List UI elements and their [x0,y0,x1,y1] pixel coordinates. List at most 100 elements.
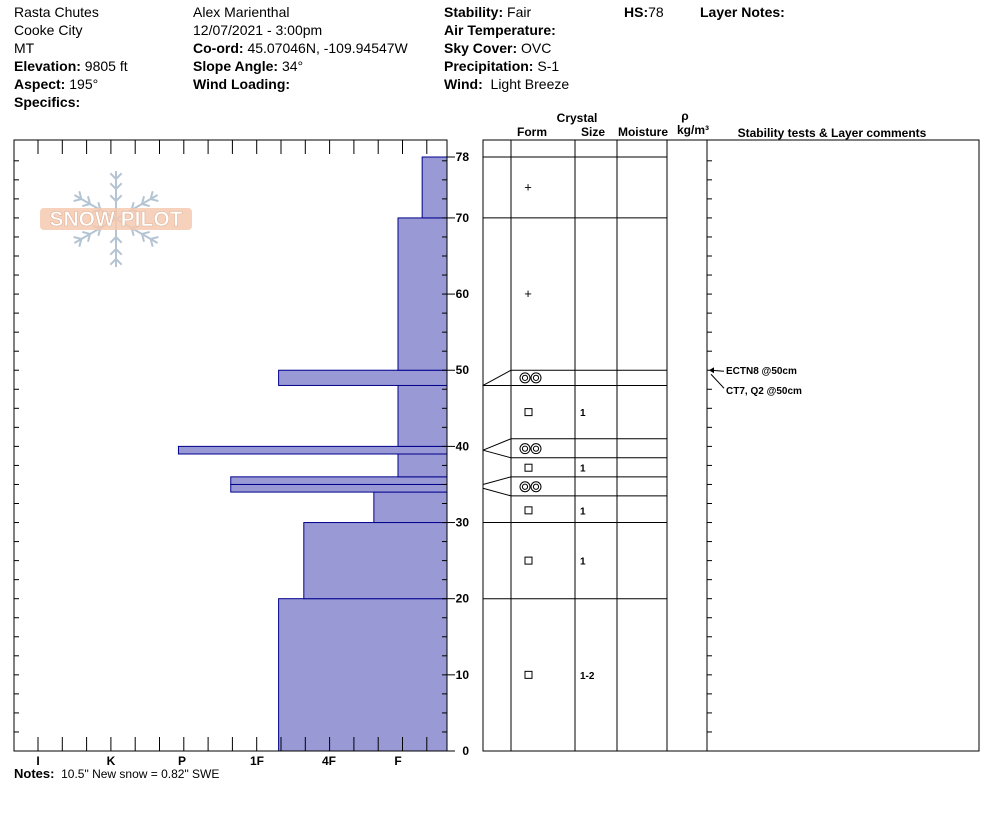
crystal-form-ring-icon [530,481,542,493]
stability-value: Fair [507,4,532,20]
crystal-form-ring-inner-icon [532,445,540,452]
specifics-field: Specifics: [14,93,128,111]
crystal-form-square-icon [524,463,533,472]
coord-value: 45.07046N, -109.94547W [247,40,408,56]
crystal-form-ring-icon [519,443,531,455]
snowflake-branch [115,248,123,256]
hardness-bar [397,384,448,447]
site-info: Rasta Chutes Cooke City MT Elevation: 98… [14,3,128,111]
hardness-plot-frame [13,139,448,752]
snowflake-branch [109,236,117,244]
snowflake-branch [109,172,117,180]
precip-value: S-1 [537,58,560,74]
crystal-form-square-icon [524,556,533,565]
snowflake-branch [73,198,82,203]
hardness-tick-label: 4F [322,754,336,768]
hardness-tick-label: P [178,754,186,768]
density-unit-header: kg/m³ [677,123,709,137]
layer-connector-line [482,449,512,459]
hs-field: HS:78 [624,3,664,21]
hs-label: HS: [624,4,649,20]
hardness-bar [303,522,448,600]
wind-value: Light Breeze [490,76,570,92]
snowflake-branch [150,235,159,240]
height-tick-label: 30 [456,516,470,530]
slope-label: Slope Angle: [193,58,279,74]
crystal-form-ring-inner-icon [532,374,540,381]
snow-pilot-logo: SNOW PILOT [40,171,192,267]
crystal-header: Crystal [557,111,598,125]
hs-value: 78 [648,4,664,20]
notes-field: Notes: 10.5" New snow = 0.82" SWE [14,766,219,782]
snowflake-branch [82,230,91,235]
hardness-bar [421,156,448,219]
stability-test-label: ECTN8 @50cm [726,366,797,377]
hardness-bar [397,453,448,478]
sky-label: Sky Cover: [444,40,518,56]
stability-tests-header: Stability tests & Layer comments [738,126,927,140]
sky-field: Sky Cover: OVC [444,39,569,57]
hardness-bar [230,476,448,485]
snowflake-branch [78,238,83,247]
observation-datetime: 12/07/2021 - 3:00pm [193,22,323,38]
crystal-form-plus-icon: + [524,286,532,301]
hardness-tick-label: 1F [250,754,264,768]
coord-label: Co-ord: [193,40,244,56]
snowflake-branch [149,238,154,247]
form-header: Form [517,125,547,139]
snowflake-branch [109,248,117,256]
snowflake-branch [86,196,91,205]
hardness-bar [373,491,448,524]
observer-name: Alex Marienthal [193,4,290,20]
height-tick-label: 60 [456,287,470,301]
air-temp-label: Air Temperature: [444,22,556,38]
elevation-label: Elevation: [14,58,81,74]
crystal-form-ring-inner-icon [521,483,529,490]
wind-label: Wind: [444,76,483,92]
state-name: MT [14,40,35,56]
aspect-label: Aspect: [14,76,66,92]
snowflake-branch [115,182,123,190]
rho-header: ρ [681,109,688,123]
snowflake-branch [150,198,159,203]
crystal-form-ring-icon [530,443,542,455]
layer-notes-label: Layer Notes: [700,4,785,20]
hardness-bar [177,445,448,455]
hardness-tick-label: F [394,754,401,768]
crystal-size-label: 1 [580,408,586,419]
hardness-bar [278,369,448,386]
logo-banner [40,208,192,230]
height-tick-label: 10 [456,668,470,682]
height-tick-label: 40 [456,439,470,453]
elevation-field: Elevation: 9805 ft [14,57,128,75]
snowflake-branch [141,233,146,242]
coord-field: Co-ord: 45.07046N, -109.94547W [193,39,408,57]
crystal-form-plus-icon: + [524,179,532,194]
conditions-info: Stability: Fair Air Temperature: Sky Cov… [444,3,569,93]
stability-field: Stability: Fair [444,3,569,21]
area-name: Cooke City [14,22,83,38]
snowflake-branch [109,258,117,266]
height-tick-label: 50 [456,363,470,377]
aspect-field: Aspect: 195° [14,75,128,93]
notes-text: 10.5" New snow = 0.82" SWE [61,767,220,781]
snowflake-branch [73,235,82,240]
height-tick-label: 78 [456,150,470,164]
crystal-form-ring-inner-icon [521,374,529,381]
snowflake-branch [149,191,154,200]
crystal-size-label: 1 [580,506,586,517]
stability-test-pointer [710,373,725,389]
snowflake-branch [109,182,117,190]
observer-info: Alex Marienthal 12/07/2021 - 3:00pm Co-o… [193,3,408,93]
location-name: Rasta Chutes [14,4,99,20]
slope-value: 34° [281,58,304,74]
snowflake-branch [78,191,83,200]
crystal-form-ring-inner-icon [521,445,529,452]
layer-connector-line [482,438,512,451]
precip-label: Precipitation: [444,58,534,74]
snowflake-branch [141,203,150,208]
aspect-value: 195° [69,76,99,92]
crystal-form-square-icon [524,506,533,515]
crystal-form-square-icon [524,408,533,417]
